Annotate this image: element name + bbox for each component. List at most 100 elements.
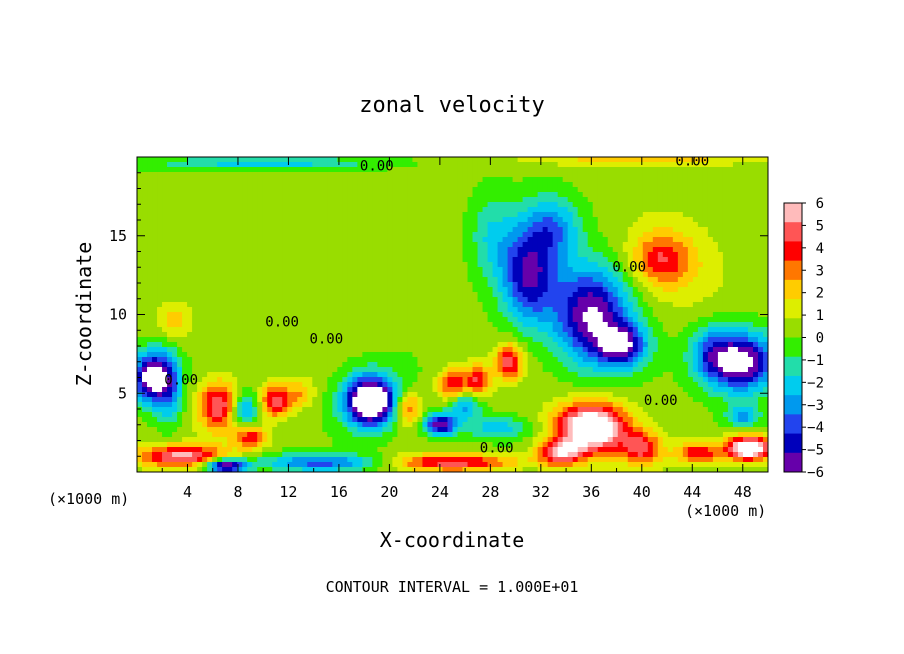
heatmap-cell bbox=[372, 282, 378, 288]
heatmap-cell bbox=[532, 312, 539, 318]
heatmap-cell bbox=[177, 337, 183, 343]
heatmap-cell bbox=[622, 317, 629, 323]
heatmap-cell bbox=[572, 182, 579, 188]
heatmap-cell bbox=[597, 252, 604, 258]
heatmap-cell bbox=[172, 297, 178, 303]
heatmap-cell bbox=[357, 242, 363, 248]
heatmap-cell bbox=[297, 332, 303, 338]
heatmap-cell bbox=[432, 217, 439, 223]
heatmap-cell bbox=[197, 242, 203, 248]
heatmap-cell bbox=[512, 227, 519, 233]
heatmap-cell bbox=[362, 297, 368, 303]
heatmap-cell bbox=[532, 157, 539, 163]
heatmap-cell bbox=[562, 277, 569, 283]
heatmap-cell bbox=[507, 342, 514, 348]
heatmap-cell bbox=[152, 167, 158, 173]
heatmap-cell bbox=[187, 287, 193, 293]
heatmap-cell bbox=[182, 172, 188, 178]
heatmap-cell bbox=[352, 327, 358, 333]
heatmap-cell bbox=[472, 172, 479, 178]
heatmap-cell bbox=[367, 267, 373, 273]
heatmap-cell bbox=[537, 192, 544, 198]
heatmap-cell bbox=[757, 162, 764, 168]
heatmap-cell bbox=[317, 172, 323, 178]
heatmap-cell bbox=[187, 182, 193, 188]
heatmap-cell bbox=[417, 312, 424, 318]
heatmap-cell bbox=[707, 317, 714, 323]
heatmap-cell bbox=[427, 352, 434, 358]
heatmap-cell bbox=[242, 232, 248, 238]
heatmap-cell bbox=[697, 342, 704, 348]
heatmap-cell bbox=[182, 312, 188, 318]
heatmap-cell bbox=[697, 237, 704, 243]
heatmap-cell bbox=[532, 342, 539, 348]
heatmap-cell bbox=[212, 307, 218, 313]
heatmap-cell bbox=[532, 262, 539, 268]
heatmap-cell bbox=[292, 252, 298, 258]
heatmap-cell bbox=[472, 202, 479, 208]
heatmap-cell bbox=[437, 312, 444, 318]
heatmap-cell bbox=[682, 197, 689, 203]
heatmap-cell bbox=[347, 322, 353, 328]
heatmap-cell bbox=[482, 312, 489, 318]
heatmap-cell bbox=[577, 207, 584, 213]
heatmap-cell bbox=[422, 262, 429, 268]
heatmap-cell bbox=[557, 322, 564, 328]
heatmap-cell bbox=[602, 277, 609, 283]
heatmap-cell bbox=[452, 182, 459, 188]
heatmap-cell bbox=[307, 167, 313, 173]
heatmap-cell bbox=[657, 277, 664, 283]
heatmap-cell bbox=[657, 242, 664, 248]
heatmap-cell bbox=[197, 332, 203, 338]
heatmap-cell bbox=[322, 312, 328, 318]
heatmap-cell bbox=[452, 327, 459, 333]
heatmap-cell bbox=[747, 177, 754, 183]
heatmap-cell bbox=[342, 347, 348, 353]
heatmap-cell bbox=[367, 242, 373, 248]
heatmap-cell bbox=[142, 257, 148, 263]
heatmap-cell bbox=[452, 187, 459, 193]
heatmap-cell bbox=[292, 307, 298, 313]
heatmap-cell bbox=[387, 292, 394, 298]
heatmap-cell bbox=[452, 227, 459, 233]
heatmap-cell bbox=[172, 317, 178, 323]
heatmap-cell bbox=[457, 302, 464, 308]
heatmap-cell bbox=[407, 192, 414, 198]
heatmap-cell bbox=[517, 227, 524, 233]
heatmap-cell bbox=[182, 307, 188, 313]
heatmap-cell bbox=[692, 202, 699, 208]
heatmap-cell bbox=[432, 327, 439, 333]
heatmap-cell bbox=[612, 212, 619, 218]
heatmap-cell bbox=[182, 317, 188, 323]
heatmap-cell bbox=[692, 167, 699, 173]
heatmap-cell bbox=[627, 282, 634, 288]
heatmap-cell bbox=[342, 332, 348, 338]
heatmap-cell bbox=[617, 212, 624, 218]
heatmap-cell bbox=[757, 232, 764, 238]
heatmap-cell bbox=[357, 317, 363, 323]
heatmap-cell bbox=[477, 187, 484, 193]
heatmap-cell bbox=[517, 337, 524, 343]
heatmap-cell bbox=[367, 277, 373, 283]
heatmap-cell bbox=[762, 302, 768, 308]
heatmap-cell bbox=[512, 252, 519, 258]
heatmap-cell bbox=[367, 317, 373, 323]
heatmap-cell bbox=[512, 192, 519, 198]
heatmap-cell bbox=[717, 282, 724, 288]
heatmap-cell bbox=[447, 307, 454, 313]
heatmap-cell bbox=[427, 247, 434, 253]
heatmap-cell bbox=[342, 187, 348, 193]
heatmap-cell bbox=[362, 312, 368, 318]
heatmap-cell bbox=[262, 272, 268, 278]
heatmap-cell bbox=[672, 267, 679, 273]
heatmap-cell bbox=[522, 227, 529, 233]
heatmap-cell bbox=[502, 247, 509, 253]
heatmap-cell bbox=[137, 277, 143, 283]
heatmap-cell bbox=[637, 192, 644, 198]
heatmap-cell bbox=[282, 337, 288, 343]
heatmap-cell bbox=[682, 292, 689, 298]
heatmap-cell bbox=[292, 322, 298, 328]
heatmap-cell bbox=[742, 282, 749, 288]
heatmap-cell bbox=[612, 252, 619, 258]
heatmap-cell bbox=[162, 217, 168, 223]
